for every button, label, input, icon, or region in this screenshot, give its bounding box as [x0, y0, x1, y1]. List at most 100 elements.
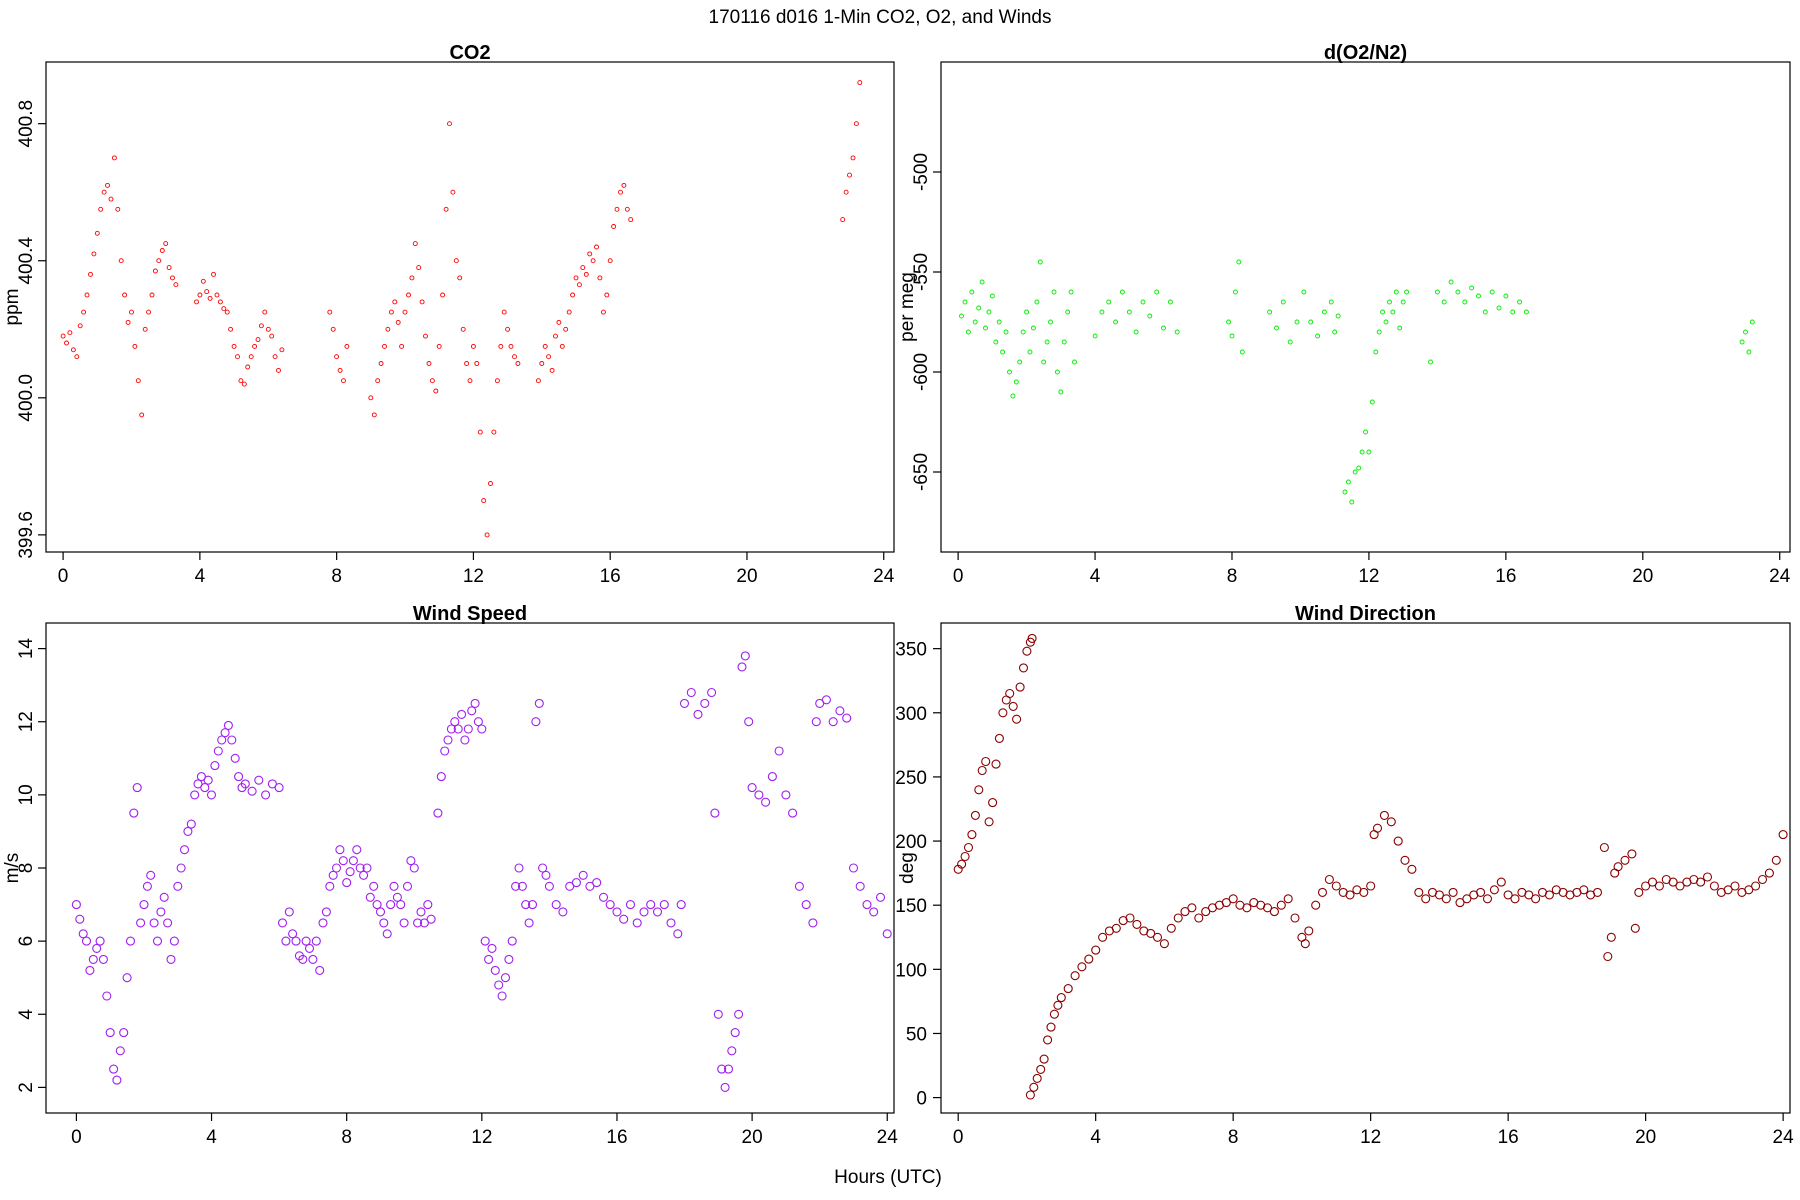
- wind-speed-title: Wind Speed: [413, 603, 527, 625]
- o2-point: [993, 339, 999, 345]
- wind-speed-point: [507, 936, 517, 946]
- o2-point: [1017, 359, 1023, 365]
- co2-point: [228, 326, 234, 332]
- wind-direction-point: [1159, 939, 1169, 949]
- o2-x-tick-label: 8: [1227, 566, 1238, 587]
- co2-point: [279, 347, 285, 353]
- o2-point: [1441, 299, 1447, 305]
- o2-point: [1054, 369, 1060, 375]
- wind-speed-point: [132, 783, 142, 793]
- wind-speed-point: [541, 870, 551, 880]
- o2-point: [1393, 289, 1399, 295]
- co2-point: [494, 378, 500, 384]
- wind-direction-point: [1180, 907, 1190, 917]
- co2-point: [258, 323, 264, 329]
- wind-direction-point: [1228, 894, 1238, 904]
- wind-speed-point: [352, 845, 362, 855]
- wind-speed-point: [828, 717, 838, 727]
- o2-point: [1400, 299, 1406, 305]
- o2-point: [1489, 289, 1495, 295]
- wind-speed-point: [504, 954, 514, 964]
- wind-speed-point: [304, 943, 315, 953]
- wind-direction-point: [981, 756, 991, 767]
- wind-speed-point: [206, 790, 217, 800]
- co2-point: [204, 289, 210, 295]
- wind-speed-point: [679, 698, 690, 708]
- wind-direction-point: [1276, 900, 1286, 910]
- wind-direction-point: [1091, 945, 1101, 955]
- wind-direction-point: [1630, 923, 1640, 933]
- wind-speed-point: [700, 698, 710, 708]
- co2-point: [423, 333, 428, 339]
- wind-speed-point: [767, 772, 777, 782]
- o2-y-tick-label: -550: [911, 253, 932, 291]
- wind-direction-point: [974, 785, 984, 795]
- o2-panel: d(O2/N2) 0 4 8 12 16 20 24 -650 -600 -550 -500 per m…: [897, 42, 1791, 587]
- wind-direction-point: [1063, 984, 1073, 994]
- o2-x-tick-label: 4: [1090, 566, 1101, 587]
- wind-direction-point: [957, 859, 967, 869]
- o2-point: [1051, 289, 1057, 295]
- co2-x-tick-label: 20: [736, 566, 757, 587]
- co2-point: [77, 323, 83, 329]
- wind-speed-point: [497, 991, 507, 1001]
- wind-speed-point: [348, 856, 358, 866]
- co2-point: [265, 326, 271, 332]
- co2-point: [238, 378, 244, 384]
- o2-point: [1739, 339, 1745, 345]
- wind-speed-point: [213, 746, 223, 756]
- wind-speed-point: [423, 900, 433, 910]
- co2-point: [498, 343, 504, 349]
- co2-point: [840, 217, 846, 223]
- co2-point: [392, 299, 398, 305]
- wind-speed-point: [882, 929, 892, 939]
- co2-point: [170, 275, 175, 281]
- o2-point: [1503, 293, 1509, 299]
- o2-point: [1496, 305, 1502, 311]
- co2-point: [426, 361, 432, 366]
- o2-point: [1321, 309, 1327, 315]
- o2-point: [996, 319, 1002, 325]
- wind-speed-point: [659, 900, 669, 910]
- o2-point: [1376, 329, 1382, 335]
- wind-speed-point: [186, 819, 196, 829]
- wind-speed-point: [345, 867, 355, 877]
- co2-point: [241, 381, 247, 387]
- co2-point: [159, 248, 165, 253]
- o2-point: [1749, 319, 1755, 325]
- co2-point: [621, 182, 627, 188]
- co2-point: [91, 251, 97, 257]
- wind-speed-point: [808, 918, 818, 928]
- co2-point: [559, 343, 565, 349]
- o2-point: [979, 279, 985, 285]
- wind-speed-point: [707, 687, 717, 698]
- wind-speed-x-tick-label: 20: [742, 1127, 763, 1148]
- co2-point: [122, 292, 128, 298]
- co2-point: [515, 361, 521, 366]
- co2-point: [464, 361, 470, 366]
- co2-point: [327, 309, 333, 315]
- wind-direction-point: [970, 810, 980, 820]
- wind-direction-point: [1476, 887, 1486, 897]
- co2-point: [67, 330, 73, 336]
- wind-speed-x-tick-label: 4: [206, 1127, 217, 1148]
- o2-point: [1010, 393, 1016, 399]
- wind-direction-point: [1407, 864, 1417, 874]
- wind-speed-point: [592, 878, 602, 888]
- co2-point: [460, 326, 466, 332]
- co2-point: [231, 343, 237, 349]
- o2-point: [1356, 465, 1362, 471]
- wind-direction-point: [967, 830, 977, 840]
- wind-speed-point: [308, 954, 318, 964]
- co2-point: [597, 275, 603, 281]
- wind-direction-point: [1757, 874, 1768, 885]
- wind-speed-point: [416, 907, 426, 917]
- wind-speed-point: [571, 878, 581, 888]
- o2-point: [1119, 289, 1125, 295]
- wind-direction-point: [1132, 919, 1142, 929]
- wind-speed-x-tick-label: 8: [341, 1127, 352, 1148]
- wind-speed-point: [362, 863, 372, 873]
- co2-point: [501, 309, 507, 315]
